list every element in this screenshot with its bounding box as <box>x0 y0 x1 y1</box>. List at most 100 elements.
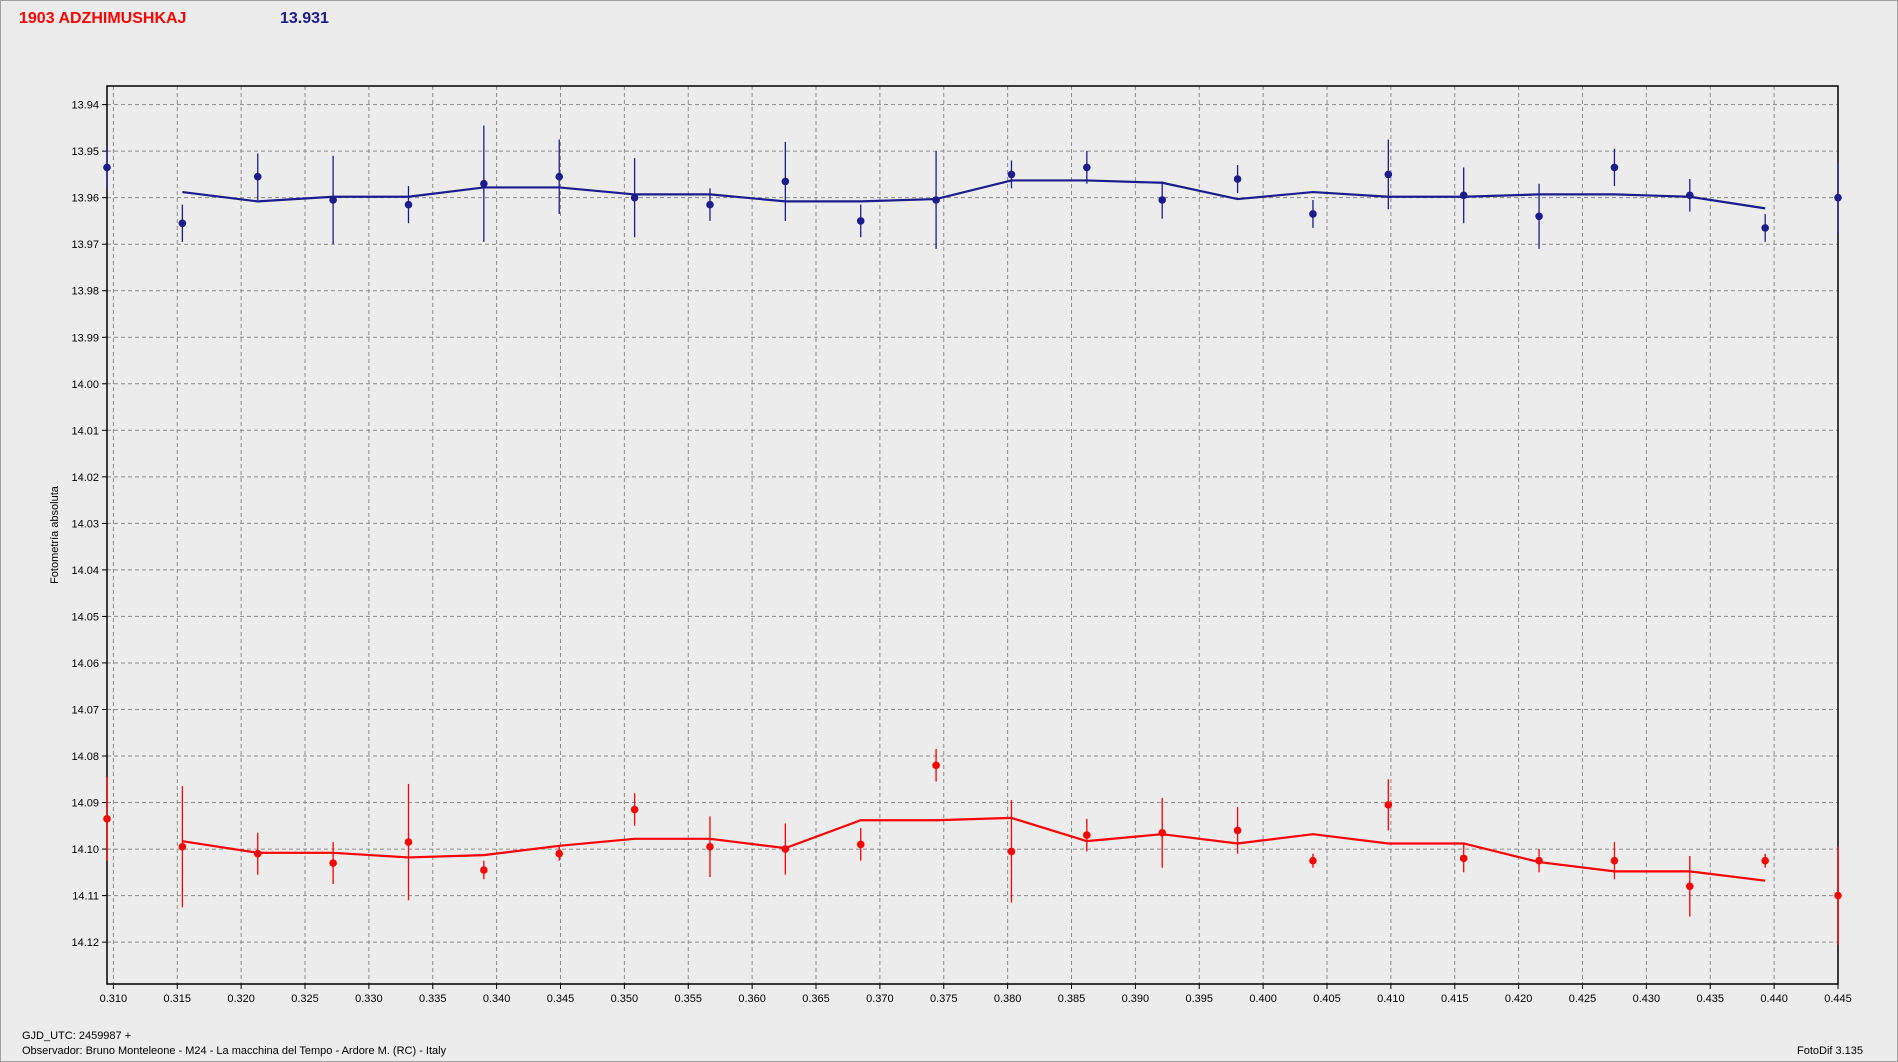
data-point <box>1309 210 1317 218</box>
x-tick-label: 0.355 <box>674 993 702 1005</box>
data-point <box>1761 224 1769 232</box>
y-tick-label: 13.98 <box>71 286 99 298</box>
x-tick-label: 0.340 <box>483 993 511 1005</box>
y-tick-label: 13.97 <box>71 239 99 251</box>
data-point <box>103 163 111 172</box>
x-tick-label: 0.345 <box>547 993 575 1005</box>
x-tick-label: 0.415 <box>1441 993 1469 1005</box>
data-point <box>932 761 940 770</box>
data-point <box>856 840 865 849</box>
data-point <box>1459 191 1468 200</box>
data-point <box>1834 891 1842 900</box>
fit-line-0 <box>182 179 1766 210</box>
x-tick-label: 0.365 <box>802 993 830 1005</box>
x-tick-label: 0.390 <box>1122 993 1150 1005</box>
data-point <box>329 859 337 867</box>
data-point <box>1384 170 1393 179</box>
y-tick-label: 14.10 <box>71 844 99 856</box>
y-axis-label: Fotometría absoluta <box>49 485 61 584</box>
data-point <box>932 196 940 204</box>
x-tick-label: 0.335 <box>419 993 447 1005</box>
data-point <box>1233 826 1242 835</box>
data-point <box>1686 191 1694 200</box>
data-point <box>1459 854 1468 863</box>
data-point <box>1083 163 1091 172</box>
data-point <box>103 815 111 823</box>
data-point <box>706 200 714 209</box>
y-tick-label: 14.04 <box>71 565 99 577</box>
data-point <box>1535 212 1543 221</box>
data-point <box>253 849 262 858</box>
x-tick-label: 0.380 <box>994 993 1022 1005</box>
data-point <box>1686 882 1694 891</box>
x-tick-label: 0.420 <box>1505 993 1533 1005</box>
data-point <box>404 200 413 209</box>
y-tick-label: 13.99 <box>71 332 99 344</box>
y-tick-label: 14.01 <box>71 425 99 437</box>
x-tick-label: 0.310 <box>100 993 128 1005</box>
x-tick-label: 0.425 <box>1569 993 1597 1005</box>
x-tick-label: 0.400 <box>1249 993 1277 1005</box>
data-point <box>178 842 187 851</box>
y-tick-label: 14.11 <box>72 891 99 903</box>
data-point <box>253 172 262 181</box>
y-tick-label: 14.05 <box>71 611 99 623</box>
x-tick-label: 0.370 <box>866 993 894 1005</box>
data-point <box>1384 801 1393 809</box>
data-point <box>1233 175 1242 183</box>
observer-label: Observador: Bruno Monteleone - M24 - La … <box>22 1045 447 1057</box>
data-point <box>1158 828 1167 837</box>
x-tick-label: 0.350 <box>611 993 639 1005</box>
x-tick-label: 0.385 <box>1058 993 1086 1005</box>
data-point <box>480 866 488 874</box>
data-point <box>630 805 639 814</box>
data-point <box>1007 170 1016 179</box>
data-point <box>178 219 187 228</box>
data-point <box>856 217 865 225</box>
x-tick-label: 0.440 <box>1760 993 1788 1005</box>
data-point <box>329 196 337 204</box>
x-tick-label: 0.325 <box>291 993 319 1005</box>
data-point <box>1083 831 1091 839</box>
x-tick-label: 0.395 <box>1185 993 1213 1005</box>
y-tick-label: 14.00 <box>71 379 99 391</box>
data-point <box>480 179 488 188</box>
y-tick-label: 14.07 <box>71 704 99 716</box>
data-point <box>1761 856 1769 865</box>
y-tick-label: 13.94 <box>71 100 99 112</box>
y-tick-label: 14.12 <box>71 937 99 949</box>
x-tick-label: 0.445 <box>1824 993 1852 1005</box>
data-point <box>706 842 714 851</box>
y-tick-label: 14.08 <box>71 751 99 763</box>
data-point <box>1610 163 1619 172</box>
x-tick-label: 0.405 <box>1313 993 1341 1005</box>
x-tick-label: 0.315 <box>163 993 191 1005</box>
y-tick-label: 13.96 <box>71 193 99 205</box>
object-name: 1903 ADZHIMUSHKAJ <box>19 10 187 27</box>
plot-frame <box>106 85 1839 985</box>
data-point <box>1834 193 1842 202</box>
x-tick-label: 0.375 <box>930 993 958 1005</box>
data-point <box>1007 847 1016 856</box>
data-point <box>555 172 564 181</box>
plot-area <box>107 86 1838 984</box>
fit-line-1 <box>182 816 1766 882</box>
data-point <box>404 838 413 846</box>
x-tick-label: 0.430 <box>1633 993 1661 1005</box>
x-tick-label: 0.320 <box>227 993 255 1005</box>
y-tick-label: 14.02 <box>71 472 99 484</box>
data-point <box>781 177 790 186</box>
x-tick-label: 0.330 <box>355 993 383 1005</box>
y-tick-label: 14.09 <box>71 798 99 810</box>
data-point <box>1158 196 1167 204</box>
data-point <box>1610 856 1619 865</box>
reference-magnitude: 13.931 <box>280 10 329 27</box>
data-point <box>555 849 564 858</box>
x-tick-label: 0.435 <box>1696 993 1724 1005</box>
gjd-label: GJD_UTC: 2459987 + <box>22 1030 132 1042</box>
y-tick-label: 13.95 <box>71 146 99 158</box>
y-tick-label: 14.03 <box>71 518 99 530</box>
y-tick-label: 14.06 <box>71 658 99 670</box>
data-point <box>630 193 639 202</box>
